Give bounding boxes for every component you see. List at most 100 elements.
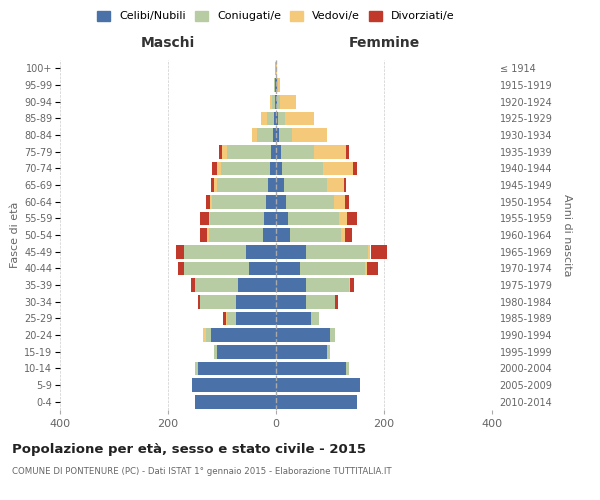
Bar <box>207 228 209 242</box>
Bar <box>268 112 274 125</box>
Bar <box>368 245 370 258</box>
Bar <box>247 245 276 258</box>
Bar <box>334 195 345 208</box>
Bar <box>211 328 276 342</box>
Bar <box>353 162 357 175</box>
Bar <box>261 112 268 125</box>
Bar <box>349 278 350 292</box>
Bar <box>277 95 280 108</box>
Bar <box>211 178 214 192</box>
Bar <box>275 95 276 108</box>
Legend: Celibi/Nubili, Coniugati/e, Vedovi/e, Divorziati/e: Celibi/Nubili, Coniugati/e, Vedovi/e, Di… <box>97 10 455 22</box>
Bar <box>276 62 277 75</box>
Bar <box>198 362 276 375</box>
Bar <box>323 162 353 175</box>
Bar <box>200 212 209 225</box>
Bar <box>191 278 195 292</box>
Bar <box>284 178 328 192</box>
Bar <box>283 162 323 175</box>
Y-axis label: Anni di nascita: Anni di nascita <box>562 194 572 276</box>
Bar <box>276 95 277 108</box>
Bar <box>276 162 283 175</box>
Bar <box>252 128 257 142</box>
Bar <box>212 162 217 175</box>
Text: Popolazione per età, sesso e stato civile - 2015: Popolazione per età, sesso e stato civil… <box>12 442 366 456</box>
Bar <box>235 312 276 325</box>
Bar <box>306 278 349 292</box>
Bar <box>184 262 249 275</box>
Bar <box>263 228 276 242</box>
Bar <box>284 112 314 125</box>
Bar <box>209 212 210 225</box>
Bar <box>306 295 335 308</box>
Bar <box>227 145 271 158</box>
Bar <box>223 312 226 325</box>
Bar <box>198 295 200 308</box>
Bar <box>288 212 339 225</box>
Bar <box>272 95 275 108</box>
Bar <box>371 245 387 258</box>
Bar <box>274 128 276 142</box>
Bar <box>266 195 276 208</box>
Bar <box>264 212 276 225</box>
Bar <box>365 262 367 275</box>
Bar <box>311 312 319 325</box>
Bar <box>306 245 368 258</box>
Bar <box>178 262 184 275</box>
Text: Femmine: Femmine <box>349 36 419 50</box>
Bar <box>257 128 274 142</box>
Bar <box>276 245 306 258</box>
Bar <box>271 145 276 158</box>
Bar <box>276 362 346 375</box>
Bar <box>330 328 335 342</box>
Bar <box>217 162 221 175</box>
Bar <box>195 278 238 292</box>
Bar <box>206 328 211 342</box>
Bar <box>269 95 272 108</box>
Bar <box>276 145 281 158</box>
Bar <box>226 312 227 325</box>
Bar <box>339 212 347 225</box>
Bar <box>268 178 276 192</box>
Bar <box>276 345 328 358</box>
Bar <box>203 328 206 342</box>
Bar <box>227 312 235 325</box>
Bar <box>292 128 328 142</box>
Bar <box>276 312 311 325</box>
Bar <box>276 295 306 308</box>
Bar <box>238 278 276 292</box>
Bar <box>222 145 227 158</box>
Bar <box>276 278 306 292</box>
Bar <box>193 378 276 392</box>
Bar <box>276 395 357 408</box>
Bar <box>278 78 280 92</box>
Bar <box>209 228 263 242</box>
Bar <box>184 245 247 258</box>
Bar <box>346 145 349 158</box>
Bar <box>220 145 222 158</box>
Bar <box>200 228 207 242</box>
Bar <box>350 278 354 292</box>
Bar <box>217 345 276 358</box>
Bar <box>210 195 212 208</box>
Bar <box>276 228 290 242</box>
Bar <box>328 178 343 192</box>
Bar <box>214 178 217 192</box>
Bar <box>276 328 330 342</box>
Bar <box>346 362 349 375</box>
Bar <box>217 178 268 192</box>
Bar <box>214 345 217 358</box>
Bar <box>290 228 341 242</box>
Bar <box>347 212 357 225</box>
Bar <box>269 162 276 175</box>
Bar <box>367 262 377 275</box>
Y-axis label: Fasce di età: Fasce di età <box>10 202 20 268</box>
Bar <box>345 228 352 242</box>
Bar <box>341 228 345 242</box>
Bar <box>281 145 314 158</box>
Bar <box>343 178 346 192</box>
Bar <box>176 245 184 258</box>
Bar <box>276 112 278 125</box>
Bar <box>212 195 266 208</box>
Bar <box>277 78 278 92</box>
